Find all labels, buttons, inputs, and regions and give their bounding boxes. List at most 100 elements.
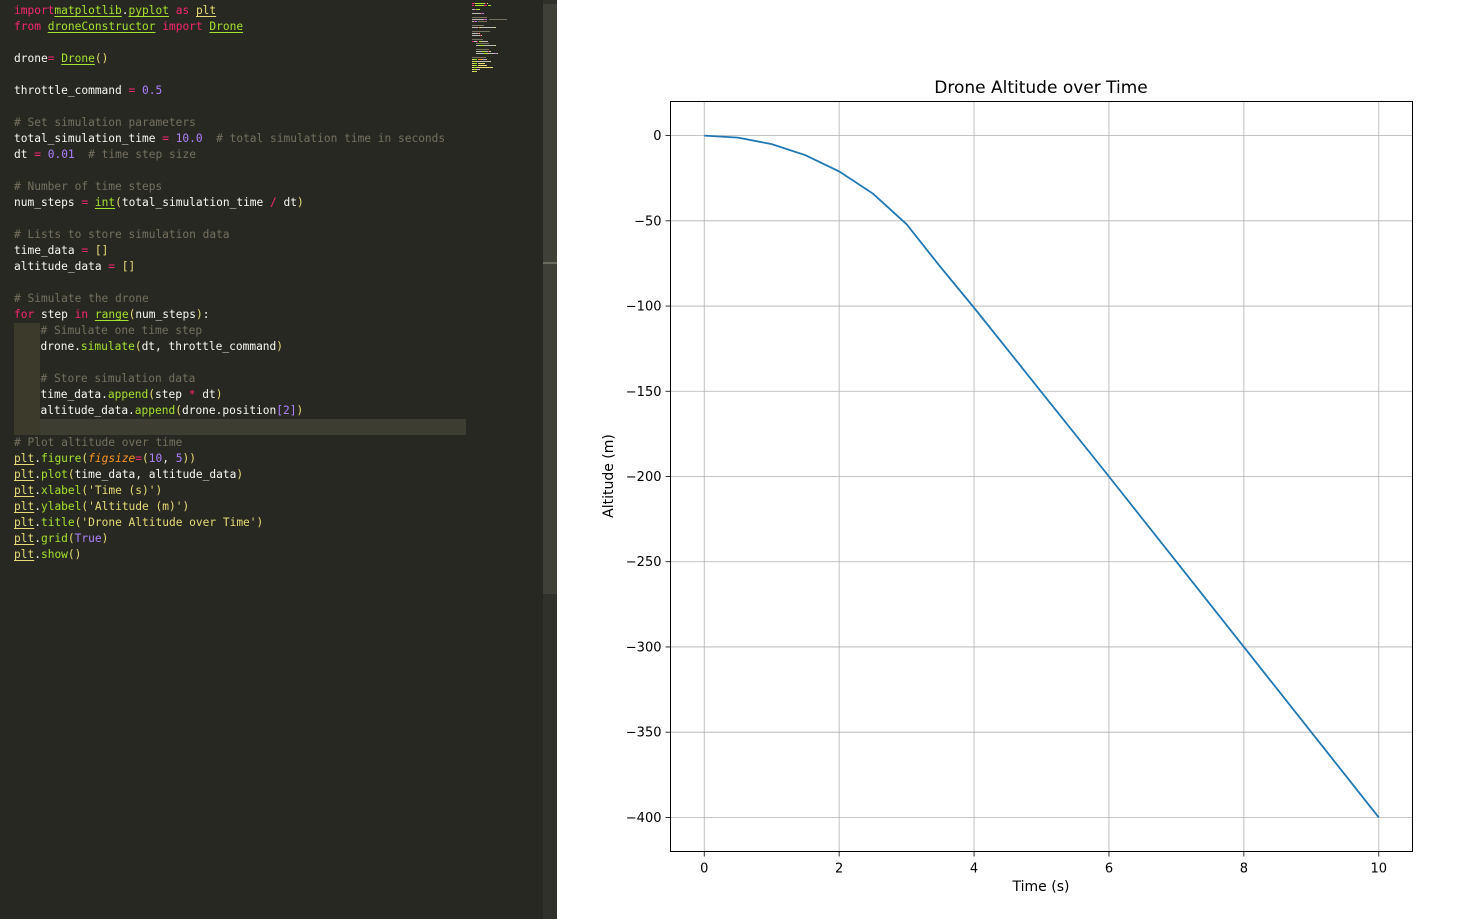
code-line-text: from droneConstructor import Drone (14, 20, 243, 33)
minimap-stroke (477, 63, 479, 64)
code-token: = (81, 196, 89, 209)
indent-guide (14, 403, 40, 419)
code-line[interactable]: # Lists to store simulation data (14, 227, 445, 243)
code-line[interactable]: plt.title('Drone Altitude over Time') (14, 515, 445, 531)
code-line[interactable]: from droneConstructor import Drone (14, 19, 445, 35)
code-line[interactable]: dt = 0.01 # time step size (14, 147, 445, 163)
code-token: plt (14, 548, 35, 561)
code-line[interactable]: drone= Drone() (14, 51, 445, 67)
code-line[interactable]: importmatplotlib.pyplot as plt (14, 3, 445, 19)
code-token: ) (296, 404, 304, 417)
code-token: plt (14, 532, 35, 545)
code-line[interactable]: time_data.append(step * dt) (14, 387, 445, 403)
minimap-stroke (472, 5, 475, 6)
code-token: total_simulation_time (121, 196, 271, 209)
minimap-stroke (472, 25, 485, 26)
code-line[interactable] (14, 35, 445, 51)
code-line[interactable] (14, 275, 445, 291)
minimap-stroke (476, 51, 482, 52)
code-token: # Number of time steps (14, 180, 163, 193)
code-line[interactable]: # Plot altitude over time (14, 435, 445, 451)
code-token: altitude_data (14, 260, 109, 273)
minimap-stroke (487, 5, 491, 6)
code-line[interactable]: plt.plot(time_data, altitude_data) (14, 467, 445, 483)
minimap-stroke (484, 5, 488, 6)
minimap-stroke (474, 9, 476, 10)
code-token (88, 196, 95, 209)
code-token: 'Altitude (m)' (88, 500, 183, 513)
minimap[interactable] (472, 3, 542, 78)
code-line[interactable]: plt.ylabel('Altitude (m)') (14, 499, 445, 515)
x-tick-label: 6 (1105, 862, 1113, 877)
minimap-stroke (476, 45, 480, 46)
minimap-stroke (473, 63, 475, 64)
minimap-stroke (485, 3, 487, 4)
minimap-stroke (485, 59, 486, 60)
minimap-stroke (474, 5, 484, 6)
code-line[interactable]: # Number of time steps (14, 179, 445, 195)
code-line-text (14, 420, 41, 433)
code-line-text: throttle_command = 0.5 (14, 84, 162, 97)
minimap-stroke (478, 27, 481, 28)
minimap-stroke (488, 51, 489, 52)
code-token: append (134, 404, 176, 417)
code-line[interactable]: # Set simulation parameters (14, 115, 445, 131)
minimap-stroke (472, 41, 474, 42)
minimap-stroke (478, 41, 482, 42)
code-line[interactable]: num_steps = int(total_simulation_time / … (14, 195, 445, 211)
code-token: )) (182, 452, 196, 465)
code-line[interactable] (14, 211, 445, 227)
code-token: 10 (148, 452, 163, 465)
minimap-stroke (487, 41, 488, 42)
minimap-stroke (486, 41, 488, 42)
code-line[interactable]: # Simulate one time step (14, 323, 445, 339)
minimap-stroke (484, 51, 486, 52)
code-token: # Plot altitude over time (14, 436, 183, 449)
minimap-stroke (477, 67, 492, 68)
code-token: ( (81, 452, 89, 465)
code-line[interactable]: throttle_command = 0.5 (14, 83, 445, 99)
code-line-text: altitude_data = [] (14, 260, 135, 273)
code-area[interactable]: importmatplotlib.pyplot as plt from drone… (14, 3, 445, 563)
code-line[interactable]: total_simulation_time = 10.0 # total sim… (14, 131, 445, 147)
code-token: matplotlib (54, 4, 122, 17)
code-line[interactable]: drone.simulate(dt, throttle_command) (14, 339, 445, 355)
code-token: pyplot (128, 4, 169, 17)
x-tick-label: 2 (835, 862, 843, 877)
code-line[interactable] (14, 99, 445, 115)
minimap-stroke (472, 13, 482, 14)
code-line[interactable]: for step in range(num_steps): (14, 307, 445, 323)
code-line[interactable]: plt.show() (14, 547, 445, 563)
code-token (88, 244, 95, 257)
minimap-stroke (472, 9, 475, 10)
code-line[interactable]: altitude_data.append(drone.position[2]) (14, 403, 445, 419)
code-line[interactable]: # Simulate the drone (14, 291, 445, 307)
minimap-stroke (476, 69, 480, 70)
code-line[interactable]: plt.grid(True) (14, 531, 445, 547)
code-line[interactable]: altitude_data = [] (14, 259, 445, 275)
code-token: . (121, 4, 129, 17)
code-token: step (34, 308, 75, 321)
code-line[interactable]: plt.xlabel('Time (s)') (14, 483, 445, 499)
code-token: ( (115, 196, 122, 209)
y-tick-label: −300 (626, 640, 662, 655)
code-line[interactable] (14, 67, 445, 83)
code-token: grid (40, 532, 68, 545)
editor-scrollbar-thumb[interactable] (543, 4, 557, 594)
code-line[interactable]: plt.figure(figsize=(10, 5)) (14, 451, 445, 467)
code-line-text: drone= Drone() (14, 52, 108, 65)
y-tick-label: −100 (626, 300, 662, 315)
code-line[interactable]: # Store simulation data (14, 371, 445, 387)
code-line[interactable] (14, 163, 445, 179)
minimap-stroke (472, 69, 474, 70)
minimap-stroke (493, 27, 496, 28)
code-line[interactable] (14, 419, 445, 435)
code-token: drone (14, 52, 48, 65)
code-token: ) (101, 532, 109, 545)
code-line[interactable] (14, 355, 445, 371)
code-token: plt (14, 516, 35, 529)
code-line[interactable]: time_data = [] (14, 243, 445, 259)
code-editor[interactable]: importmatplotlib.pyplot as plt from drone… (0, 0, 557, 919)
minimap-stroke (479, 45, 484, 46)
code-token: , (162, 452, 176, 465)
